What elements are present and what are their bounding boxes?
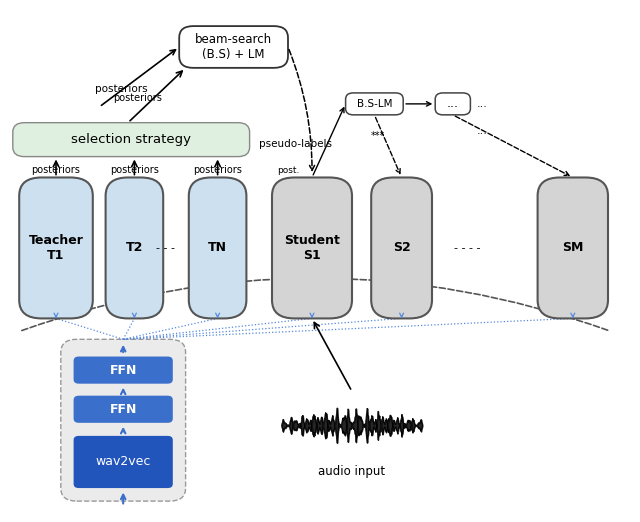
Text: - - -: - - -	[156, 243, 175, 253]
Text: ...: ...	[447, 98, 459, 110]
FancyBboxPatch shape	[13, 123, 250, 157]
Text: - - - -: - - - -	[454, 243, 481, 253]
FancyBboxPatch shape	[19, 177, 93, 318]
Text: ***: ***	[371, 130, 385, 140]
Text: posteriors: posteriors	[95, 84, 148, 94]
Text: selection strategy: selection strategy	[71, 133, 191, 146]
Text: audio input: audio input	[319, 465, 385, 478]
Text: S2: S2	[393, 242, 410, 254]
FancyBboxPatch shape	[74, 396, 173, 423]
FancyBboxPatch shape	[435, 93, 470, 115]
FancyBboxPatch shape	[74, 357, 173, 384]
Text: FFN: FFN	[109, 403, 137, 416]
Text: TN: TN	[208, 242, 227, 254]
Text: post.: post.	[277, 166, 299, 175]
Text: pseudo-labels: pseudo-labels	[259, 139, 333, 149]
FancyBboxPatch shape	[346, 93, 403, 115]
Text: posteriors: posteriors	[110, 165, 159, 175]
FancyBboxPatch shape	[538, 177, 608, 318]
Text: Student
S1: Student S1	[284, 234, 340, 262]
Text: posteriors: posteriors	[193, 165, 242, 175]
Text: ...: ...	[477, 99, 488, 109]
Text: beam-search
(B.S) + LM: beam-search (B.S) + LM	[195, 33, 272, 61]
Text: FFN: FFN	[109, 364, 137, 376]
Text: wav2vec: wav2vec	[95, 456, 151, 468]
Text: posteriors: posteriors	[113, 93, 162, 103]
Text: SM: SM	[562, 242, 584, 254]
Text: Teacher
T1: Teacher T1	[29, 234, 83, 262]
FancyBboxPatch shape	[61, 339, 186, 501]
FancyBboxPatch shape	[189, 177, 246, 318]
Text: posteriors: posteriors	[31, 165, 81, 175]
FancyBboxPatch shape	[106, 177, 163, 318]
FancyBboxPatch shape	[371, 177, 432, 318]
Text: ...: ...	[477, 125, 488, 136]
FancyBboxPatch shape	[272, 177, 352, 318]
FancyBboxPatch shape	[74, 436, 173, 488]
Text: T2: T2	[125, 242, 143, 254]
FancyBboxPatch shape	[179, 26, 288, 68]
Text: B.S-LM: B.S-LM	[356, 99, 392, 109]
